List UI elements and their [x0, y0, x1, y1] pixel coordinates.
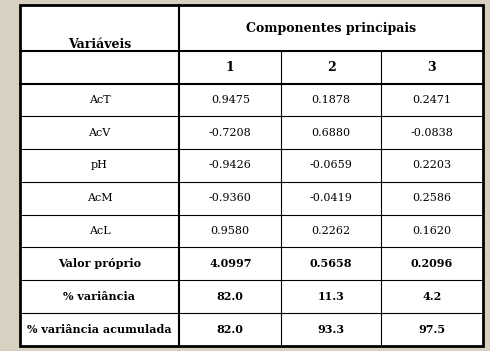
Text: 0.5658: 0.5658	[310, 258, 352, 269]
Text: 1: 1	[226, 61, 235, 74]
Text: 0.2096: 0.2096	[411, 258, 453, 269]
Text: AcL: AcL	[89, 226, 110, 236]
Text: % variância: % variância	[64, 291, 135, 302]
Text: 11.3: 11.3	[318, 291, 344, 302]
Text: 0.2471: 0.2471	[412, 95, 451, 105]
Text: 2: 2	[327, 61, 335, 74]
Text: 82.0: 82.0	[217, 291, 244, 302]
Text: 0.2203: 0.2203	[412, 160, 451, 171]
Text: pH: pH	[91, 160, 108, 171]
Text: 4.2: 4.2	[422, 291, 441, 302]
Text: 0.9475: 0.9475	[211, 95, 250, 105]
Text: 0.2262: 0.2262	[312, 226, 350, 236]
Text: -0.0419: -0.0419	[310, 193, 352, 203]
Text: 97.5: 97.5	[418, 324, 445, 335]
Text: AcT: AcT	[89, 95, 110, 105]
Text: -0.7208: -0.7208	[209, 128, 252, 138]
Text: % variância acumulada: % variância acumulada	[27, 324, 172, 335]
Text: Componentes principais: Componentes principais	[246, 22, 416, 35]
Text: Variáveis: Variáveis	[68, 38, 131, 51]
Text: 0.6880: 0.6880	[312, 128, 350, 138]
Text: 93.3: 93.3	[318, 324, 344, 335]
Text: 0.1620: 0.1620	[412, 226, 451, 236]
Text: AcM: AcM	[87, 193, 112, 203]
Text: -0.0838: -0.0838	[410, 128, 453, 138]
Text: 4.0997: 4.0997	[209, 258, 251, 269]
Text: -0.0659: -0.0659	[310, 160, 352, 171]
Text: Valor próprio: Valor próprio	[58, 258, 141, 269]
Text: 0.9580: 0.9580	[211, 226, 250, 236]
Text: 3: 3	[427, 61, 436, 74]
Text: AcV: AcV	[88, 128, 111, 138]
Text: -0.9360: -0.9360	[209, 193, 252, 203]
Text: 0.2586: 0.2586	[412, 193, 451, 203]
Text: -0.9426: -0.9426	[209, 160, 252, 171]
Text: 82.0: 82.0	[217, 324, 244, 335]
Text: 0.1878: 0.1878	[312, 95, 350, 105]
